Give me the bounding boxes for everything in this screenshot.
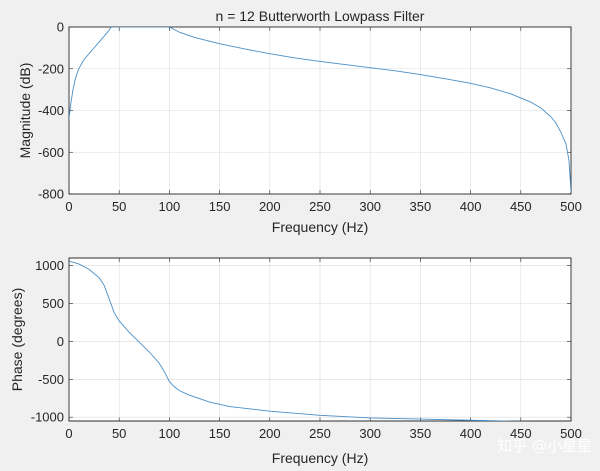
- phase-x-tick-label: 450: [510, 426, 532, 441]
- phase-x-tick-label: 150: [209, 426, 231, 441]
- magnitude-x-tick-label: 100: [159, 199, 181, 214]
- magnitude-y-tick-label: -400: [38, 103, 64, 118]
- phase-x-tick-label: 400: [460, 426, 482, 441]
- magnitude-y-axis-label: Magnitude (dB): [17, 63, 33, 159]
- phase-x-axis-label: Frequency (Hz): [272, 450, 368, 466]
- magnitude-x-tick-label: 450: [510, 199, 532, 214]
- phase-series-line: [69, 260, 531, 421]
- phase-axes: 0 50 100 150 200 250 300 350 400 450 500 1000 500 0 -5…: [9, 257, 582, 466]
- phase-x-tick-label: 350: [410, 426, 432, 441]
- magnitude-frame: [68, 26, 572, 195]
- phase-y-tick-label: 500: [42, 296, 64, 311]
- magnitude-y-tick-label: -800: [38, 187, 64, 202]
- magnitude-y-tick-label: -600: [38, 145, 64, 160]
- watermark-text: 知乎 @小星星: [497, 437, 592, 455]
- phase-x-tick-label: 200: [259, 426, 281, 441]
- magnitude-x-tick-label: 400: [460, 199, 482, 214]
- phase-x-tick-label: 500: [560, 426, 582, 441]
- magnitude-x-tick-label: 150: [209, 199, 231, 214]
- magnitude-x-tick-label: 300: [359, 199, 381, 214]
- magnitude-x-tick-label: 50: [112, 199, 126, 214]
- phase-y-tick-label: -1000: [31, 410, 64, 425]
- magnitude-series-line: [69, 27, 571, 192]
- phase-x-tick-label: 300: [359, 426, 381, 441]
- magnitude-title: n = 12 Butterworth Lowpass Filter: [216, 8, 425, 24]
- phase-x-tick-label: 250: [309, 426, 331, 441]
- phase-x-tick-label: 100: [159, 426, 181, 441]
- magnitude-x-tick-label: 200: [259, 199, 281, 214]
- phase-x-tick-label: 0: [65, 426, 72, 441]
- phase-y-axis-label: Phase (degrees): [9, 288, 25, 392]
- magnitude-x-tick-label: 500: [560, 199, 582, 214]
- phase-x-tick-label: 50: [112, 426, 126, 441]
- magnitude-axes: 0 50 100 150 200 250 300 350 400 450 500 0 -200 -400 -…: [17, 8, 582, 235]
- phase-frame: [68, 257, 572, 422]
- magnitude-x-tick-label: 250: [309, 199, 331, 214]
- magnitude-x-tick-label: 0: [65, 199, 72, 214]
- magnitude-x-tick-label: 350: [410, 199, 432, 214]
- phase-y-tick-label: -500: [38, 372, 64, 387]
- phase-y-tick-label: 1000: [35, 258, 64, 273]
- magnitude-x-axis-label: Frequency (Hz): [272, 219, 368, 235]
- magnitude-y-tick-label: 0: [57, 20, 64, 35]
- magnitude-y-tick-label: -200: [38, 61, 64, 76]
- phase-y-tick-label: 0: [57, 334, 64, 349]
